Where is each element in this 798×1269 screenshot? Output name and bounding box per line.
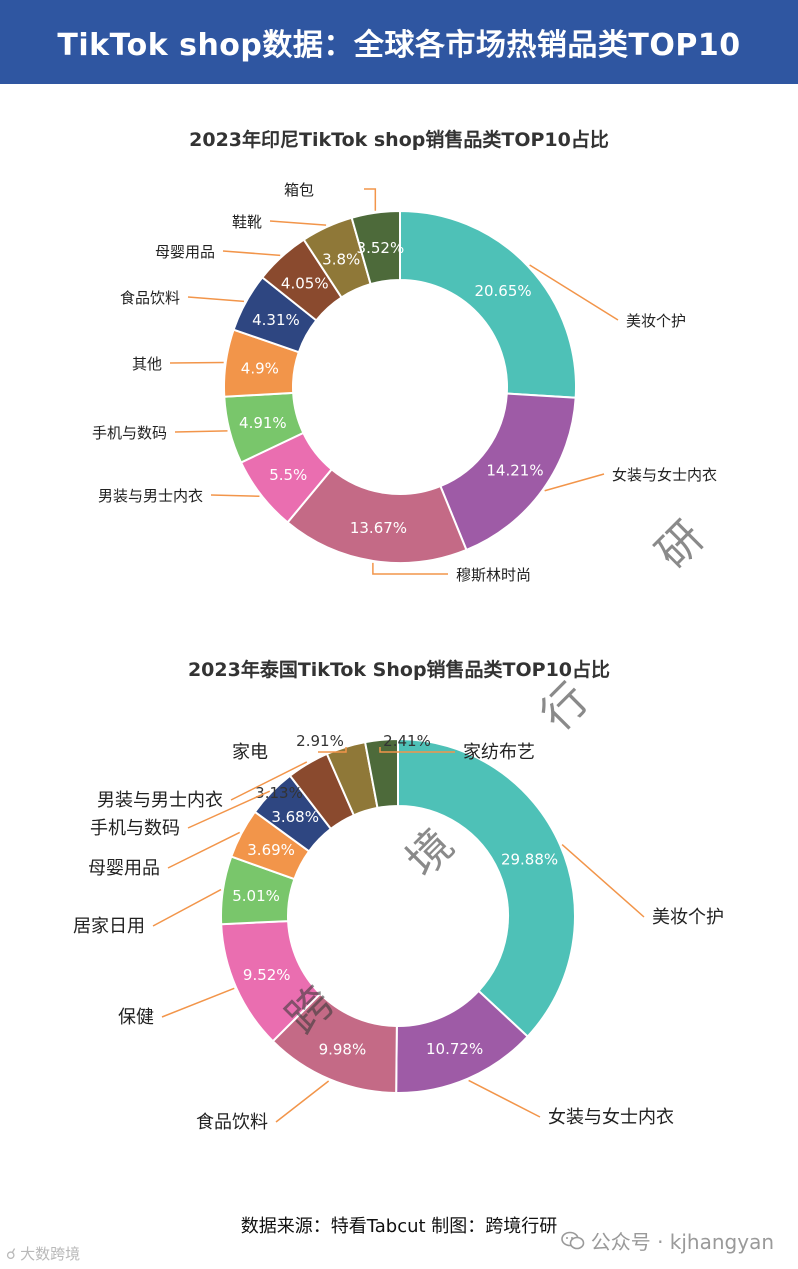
category-label: 食品饮料 (196, 1112, 268, 1133)
indonesia-slices: 20.65% 14.21% 13.67% 5.5% 4.91% 4.9% 4.31% 4.05… (223, 209, 577, 564)
header-banner: TikTok shop数据：全球各市场热销品类TOP10 (0, 0, 798, 84)
value-label: 29.88% (501, 851, 558, 869)
leader-line (269, 220, 327, 226)
leader-line (529, 264, 619, 321)
value-label: 2.41% (383, 732, 431, 750)
thailand-chart-title: 2023年泰国TikTok Shop销售品类TOP10占比 (188, 658, 610, 681)
value-label: 9.98% (319, 1040, 367, 1058)
donut-slice (363, 737, 399, 810)
value-label: 4.9% (241, 359, 279, 377)
category-label: 美妆个护 (652, 907, 724, 928)
leader-line (161, 987, 235, 1018)
thailand-slices: 29.88% 10.72% 9.98% 9.52% 5.01% 3.69% 3.68% 3.1… (220, 732, 576, 1095)
leader-line (544, 473, 605, 492)
value-label: 3.68% (271, 808, 319, 826)
indonesia-donut-chart: 2023年印尼TikTok shop销售品类TOP10占比 20.65% 14.2… (92, 128, 717, 584)
leader-line (222, 250, 281, 257)
wechat-account: 公众号 · kjhangyan (560, 1226, 774, 1255)
data-source-note: 数据来源：特看Tabcut 制图：跨境行研 (240, 1216, 558, 1237)
category-label: 家纺布艺 (463, 742, 535, 763)
wechat-icon (560, 1231, 585, 1249)
value-label: 2.91% (296, 732, 344, 750)
value-label: 4.05% (281, 274, 329, 292)
donut-slice (399, 209, 577, 399)
category-label: 保健 (118, 1007, 154, 1028)
category-label: 其他 (132, 355, 162, 373)
value-label: 14.21% (486, 461, 543, 479)
leader-line (379, 747, 455, 753)
value-label: 20.65% (474, 282, 531, 300)
category-label: 箱包 (284, 181, 314, 199)
value-label: 9.52% (243, 966, 291, 984)
category-label: 母婴用品 (155, 243, 215, 261)
category-label: 鞋靴 (232, 213, 262, 231)
value-label: 3.52% (357, 239, 405, 257)
donut-slice (397, 737, 576, 1038)
leader-line (468, 1079, 541, 1118)
leader-line (561, 843, 645, 918)
brand-logo: ☌ 大数跨境 (6, 1243, 80, 1264)
category-label: 美妆个护 (626, 312, 686, 330)
value-label: 10.72% (426, 1040, 483, 1058)
leader-line (169, 361, 224, 364)
category-label: 穆斯林时尚 (456, 566, 531, 584)
leader-line (230, 761, 308, 801)
category-label: 女装与女士内衣 (612, 466, 717, 484)
thailand-donut-chart: 2023年泰国TikTok Shop销售品类TOP10占比 29.88% 10.7… (73, 658, 724, 1133)
leader-line (318, 747, 347, 753)
value-label: 5.01% (232, 887, 280, 905)
value-label: 13.67% (350, 519, 407, 537)
value-label: 4.31% (252, 311, 300, 329)
category-label: 手机与数码 (90, 818, 180, 839)
value-label: 3.13% (255, 784, 303, 802)
logo-text: 大数跨境 (20, 1245, 81, 1263)
logo-icon: ☌ (6, 1244, 17, 1263)
category-label: 男装与男士内衣 (97, 790, 223, 811)
category-label: 女装与女士内衣 (548, 1107, 674, 1128)
wechat-account-text: 公众号 · kjhangyan (590, 1230, 774, 1254)
value-label: 3.8% (322, 250, 360, 268)
leader-line (187, 790, 271, 829)
leader-line (372, 562, 448, 575)
leader-line (275, 1080, 330, 1123)
category-label: 男装与男士内衣 (98, 487, 203, 505)
category-label: 手机与数码 (92, 424, 167, 442)
leader-line (210, 494, 260, 497)
leader-line (174, 430, 228, 433)
category-label: 家电 (232, 742, 268, 763)
leader-line (167, 831, 241, 869)
page-title: TikTok shop数据：全球各市场热销品类TOP10 (57, 28, 741, 63)
donut-slice (350, 209, 401, 286)
category-label: 居家日用 (73, 916, 145, 937)
leader-line (364, 188, 377, 211)
category-label: 食品饮料 (120, 289, 180, 307)
value-label: 5.5% (269, 466, 307, 484)
category-label: 母婴用品 (88, 858, 160, 879)
indonesia-chart-title: 2023年印尼TikTok shop销售品类TOP10占比 (189, 128, 609, 151)
leader-line (187, 296, 245, 303)
leader-line (152, 888, 222, 927)
value-label: 3.69% (247, 841, 295, 859)
value-label: 4.91% (239, 414, 287, 432)
